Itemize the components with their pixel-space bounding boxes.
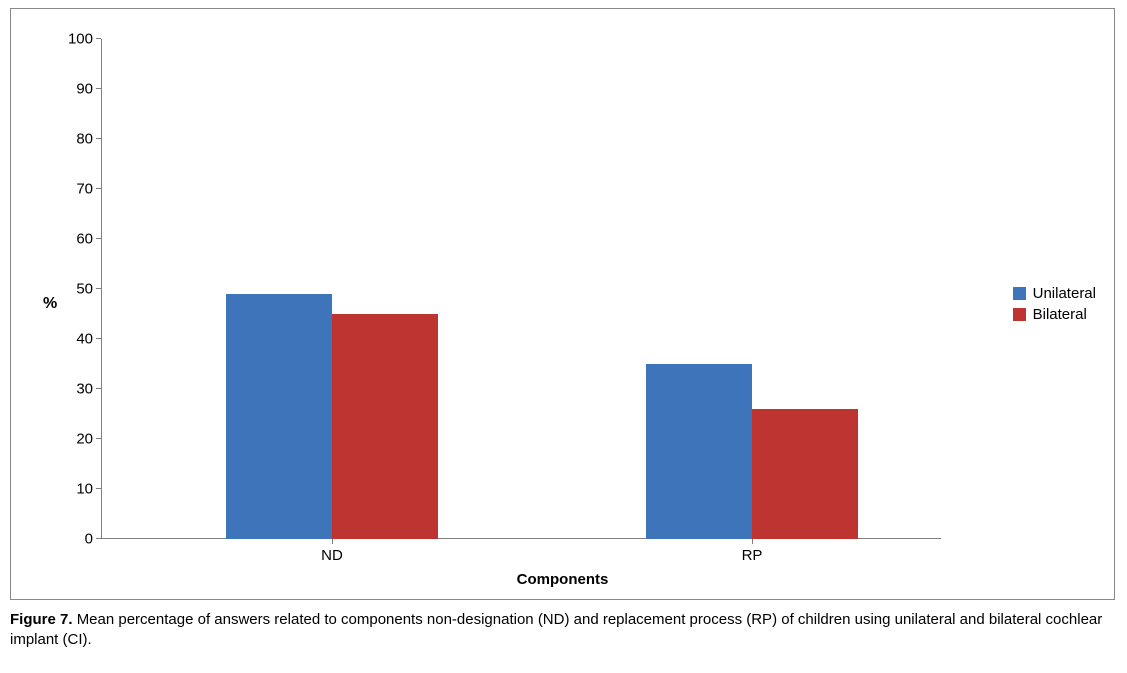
legend-item: Bilateral [1013, 306, 1096, 323]
y-tick-mark [96, 288, 101, 289]
y-tick-mark [96, 438, 101, 439]
legend-swatch [1013, 308, 1026, 321]
figure-caption: Figure 7. Mean percentage of answers rel… [10, 610, 1115, 651]
y-tick-label: 50 [76, 281, 93, 298]
chart-frame: % 0102030405060708090100NDRP Components … [10, 8, 1115, 600]
bar-unilateral-nd [226, 294, 332, 539]
legend-item: Unilateral [1013, 285, 1096, 302]
bar-unilateral-rp [646, 364, 752, 539]
y-tick-mark [96, 388, 101, 389]
y-axis-title: % [43, 295, 57, 313]
caption-label: Figure 7. [10, 611, 73, 628]
y-tick-label: 90 [76, 81, 93, 98]
x-tick-label: ND [321, 547, 343, 564]
y-tick-mark [96, 338, 101, 339]
y-tick-label: 20 [76, 431, 93, 448]
bar-bilateral-nd [332, 314, 438, 539]
y-tick-label: 10 [76, 481, 93, 498]
y-tick-label: 100 [68, 31, 93, 48]
y-tick-mark [96, 188, 101, 189]
y-tick-label: 60 [76, 231, 93, 248]
legend: Unilateral Bilateral [1013, 281, 1096, 327]
y-tick-mark [96, 238, 101, 239]
plot-area: 0102030405060708090100NDRP [101, 39, 941, 539]
y-tick-mark [96, 538, 101, 539]
y-tick-mark [96, 88, 101, 89]
x-tick-label: RP [742, 547, 763, 564]
y-tick-label: 30 [76, 381, 93, 398]
y-axis-line [101, 39, 102, 539]
bar-bilateral-rp [752, 409, 858, 539]
figure-wrap: % 0102030405060708090100NDRP Components … [0, 0, 1127, 673]
y-tick-mark [96, 488, 101, 489]
x-tick-mark [752, 539, 753, 544]
y-tick-label: 0 [85, 531, 93, 548]
caption-text: Mean percentage of answers related to co… [10, 611, 1102, 648]
y-tick-label: 40 [76, 331, 93, 348]
y-tick-mark [96, 38, 101, 39]
y-tick-label: 70 [76, 181, 93, 198]
legend-label: Unilateral [1033, 285, 1096, 302]
x-axis-title: Components [517, 571, 609, 588]
legend-label: Bilateral [1033, 306, 1087, 323]
x-tick-mark [332, 539, 333, 544]
legend-swatch [1013, 287, 1026, 300]
y-tick-mark [96, 138, 101, 139]
y-tick-label: 80 [76, 131, 93, 148]
